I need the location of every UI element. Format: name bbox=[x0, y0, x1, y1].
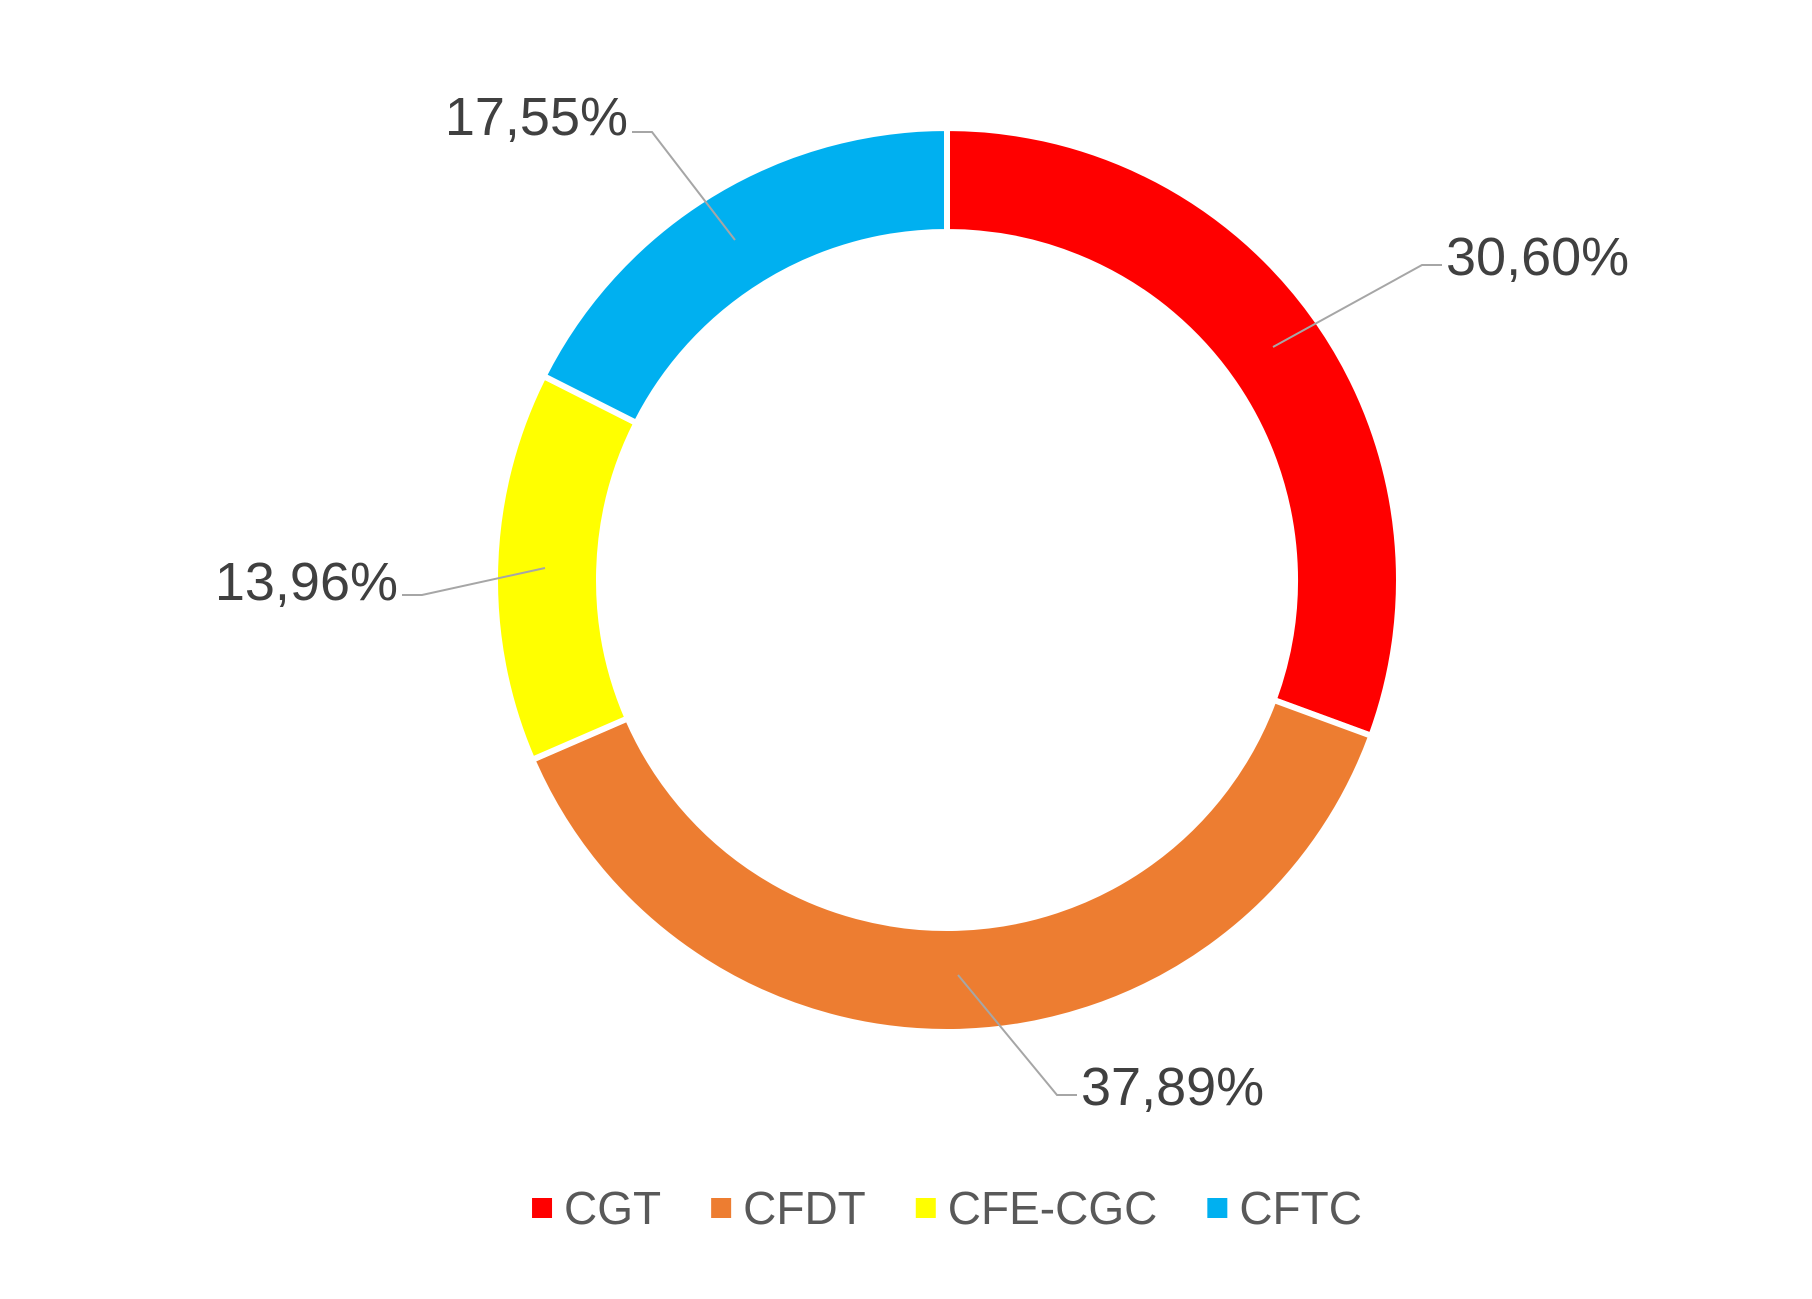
legend-item-cgt: CGT bbox=[532, 1182, 661, 1234]
legend-item-cftc: CFTC bbox=[1207, 1182, 1362, 1234]
slice-cfe-cgc bbox=[492, 372, 641, 764]
leader-line-cfe-cgc bbox=[402, 567, 546, 596]
legend-swatch-cfdt bbox=[711, 1198, 732, 1218]
data-labels-group: 30,60% 37,89% 13,96% 17,55% bbox=[215, 87, 1629, 1117]
leader-line-cftc bbox=[632, 131, 736, 241]
slice-cfdt bbox=[528, 696, 1376, 1035]
leader-line-cgt bbox=[1272, 264, 1442, 348]
data-label-cfe-cgc: 13,96% bbox=[215, 552, 398, 612]
leader-line-cfdt bbox=[957, 974, 1077, 1096]
data-label-cgt: 30,60% bbox=[1446, 227, 1629, 287]
legend-label-cgt: CGT bbox=[564, 1182, 661, 1234]
legend-item-cfdt: CFDT bbox=[711, 1182, 866, 1234]
leader-lines-group bbox=[402, 131, 1442, 1096]
legend-label-cfe-cgc: CFE-CGC bbox=[948, 1182, 1158, 1234]
legend-swatch-cftc bbox=[1207, 1198, 1228, 1218]
legend-item-cfe-cgc: CFE-CGC bbox=[915, 1182, 1158, 1234]
slice-cftc bbox=[539, 124, 950, 428]
legend-label-cftc: CFTC bbox=[1239, 1182, 1362, 1234]
slice-cgt bbox=[944, 124, 1402, 740]
data-label-cfdt: 37,89% bbox=[1081, 1057, 1264, 1117]
slices-group bbox=[492, 124, 1402, 1035]
legend-swatch-cgt bbox=[532, 1198, 553, 1218]
legend: CGT CFDT CFE-CGC CFTC bbox=[532, 1182, 1362, 1234]
legend-label-cfdt: CFDT bbox=[743, 1182, 866, 1234]
legend-swatch-cfe-cgc bbox=[915, 1198, 936, 1218]
data-label-cftc: 17,55% bbox=[445, 87, 628, 147]
